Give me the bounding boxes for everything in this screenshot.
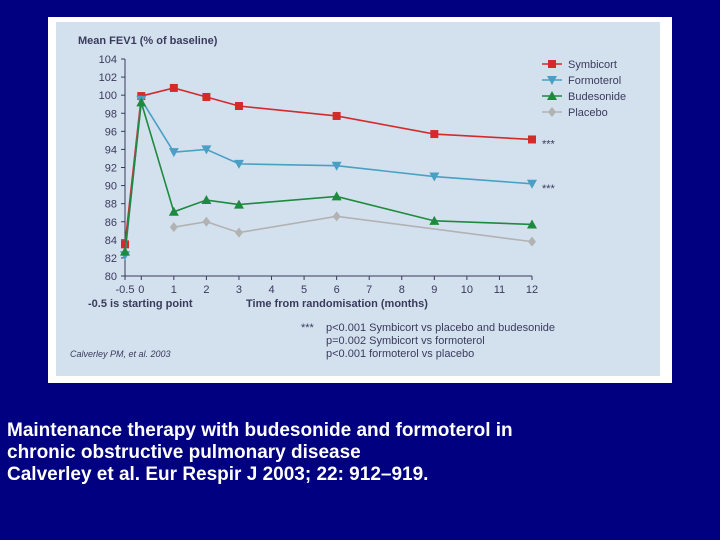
- fev1-line-chart: Mean FEV1 (% of baseline) 80828486889092…: [56, 22, 660, 376]
- symbicort-point: [169, 83, 178, 92]
- budesonide-point: [527, 219, 537, 229]
- caption-line-2: chronic obstructive pulmonary disease: [7, 442, 361, 463]
- formoterol-point: [168, 148, 179, 158]
- symbicort-line: [124, 87, 533, 245]
- source-citation: Calverley PM, et al. 2003: [70, 349, 171, 359]
- end-annotations: *** ***: [542, 138, 556, 194]
- y-tick-label: 100: [99, 90, 117, 102]
- formoterol-line: [124, 97, 533, 256]
- legend-symbicort-label: Symbicort: [568, 59, 617, 71]
- stat-note: p<0.001 Symbicort vs placebo and budeson…: [326, 322, 555, 334]
- y-tick-label: 98: [105, 108, 117, 120]
- formoterol-significance-mark: ***: [542, 183, 556, 195]
- y-tick-label: 90: [105, 181, 117, 193]
- y-tick-label: 84: [105, 235, 117, 247]
- caption-line-1: Maintenance therapy with budesonide and …: [7, 420, 513, 441]
- placebo-point: [202, 216, 211, 227]
- x-axis-note: -0.5 is starting point: [88, 298, 193, 310]
- formoterol-point: [201, 145, 212, 155]
- placebo-point: [332, 211, 341, 222]
- x-tick-label: 3: [236, 284, 242, 296]
- x-tick-label: 0: [138, 284, 144, 296]
- y-tick-label: 82: [105, 253, 117, 265]
- symbicort-point: [430, 130, 439, 139]
- x-tick-label: 6: [334, 284, 340, 296]
- budesonide-point: [136, 97, 147, 107]
- x-tick-label: 1: [171, 284, 177, 296]
- budesonide-point: [201, 195, 212, 205]
- y-tick-label: 104: [99, 54, 117, 66]
- legend-symbicort-marker: [548, 60, 556, 68]
- budesonide-point: [120, 246, 130, 256]
- stat-note: p<0.001 formoterol vs placebo: [326, 348, 474, 360]
- x-axis-ticks: -0.5 0 1 2 3 4 5 6 7 8 9 10 11 12: [116, 276, 538, 296]
- legend-placebo-marker: [548, 107, 556, 117]
- y-tick-label: 96: [105, 126, 117, 138]
- x-tick-label: 12: [526, 284, 538, 296]
- x-tick-label: -0.5: [116, 284, 135, 296]
- symbicort-significance-mark: ***: [542, 138, 556, 150]
- budesonide-point: [331, 191, 342, 201]
- x-tick-label: 5: [301, 284, 307, 296]
- budesonide-point: [429, 215, 440, 225]
- budesonide-line: [124, 102, 533, 252]
- series-layer: [120, 83, 537, 261]
- legend-budesonide-marker: [547, 91, 557, 100]
- stat-note: p=0.002 Symbicort vs formoterol: [326, 335, 485, 347]
- y-axis-ticks: 80 82 84 86 88 90 92 94 96 98 100 102 104: [99, 54, 125, 283]
- legend-budesonide-label: Budesonide: [568, 91, 626, 103]
- placebo-point: [169, 222, 178, 233]
- formoterol-point: [331, 161, 342, 171]
- y-tick-label: 92: [105, 163, 117, 175]
- y-tick-label: 102: [99, 72, 117, 84]
- plot-background: [56, 22, 660, 376]
- y-axis-label: Mean FEV1 (% of baseline): [78, 35, 218, 47]
- x-tick-label: 4: [268, 284, 274, 296]
- symbicort-point: [234, 102, 243, 111]
- y-tick-label: 94: [105, 144, 117, 156]
- x-tick-label: 7: [366, 284, 372, 296]
- figure-panel: Mean FEV1 (% of baseline) 80 82 84 86 88 90 92…: [48, 17, 672, 383]
- formoterol-point: [527, 179, 537, 189]
- legend-placebo-label: Placebo: [568, 107, 608, 119]
- formoterol-point: [233, 159, 244, 169]
- statistical-notes: *** p<0.001 Symbicort vs placebo and bude…: [301, 322, 555, 360]
- y-tick-label: 86: [105, 217, 117, 229]
- budesonide-point: [233, 199, 244, 209]
- placebo-point: [528, 236, 536, 247]
- x-tick-label: 8: [399, 284, 405, 296]
- symbicort-point: [528, 135, 536, 144]
- placebo-point: [234, 227, 243, 238]
- legend: Symbicort Formoterol Budesonide Placebo: [542, 59, 626, 119]
- y-tick-label: 80: [105, 271, 117, 283]
- symbicort-point: [332, 111, 341, 120]
- budesonide-point: [168, 206, 179, 216]
- stat-note-prefix: ***: [301, 322, 315, 334]
- x-tick-label: 2: [203, 284, 209, 296]
- legend-formoterol-label: Formoterol: [568, 75, 621, 87]
- caption-line-3: Calverley et al. Eur Respir J 2003; 22: …: [7, 464, 429, 485]
- legend-formoterol-marker: [547, 76, 557, 85]
- y-tick-label: 88: [105, 199, 117, 211]
- formoterol-point: [429, 172, 440, 182]
- x-tick-label: 11: [494, 284, 505, 296]
- symbicort-point: [202, 92, 211, 101]
- x-tick-label: 10: [461, 284, 473, 296]
- x-axis-label: Time from randomisation (months): [246, 298, 428, 310]
- slide-caption: Maintenance therapy with budesonide and …: [7, 420, 713, 486]
- x-tick-label: 9: [431, 284, 437, 296]
